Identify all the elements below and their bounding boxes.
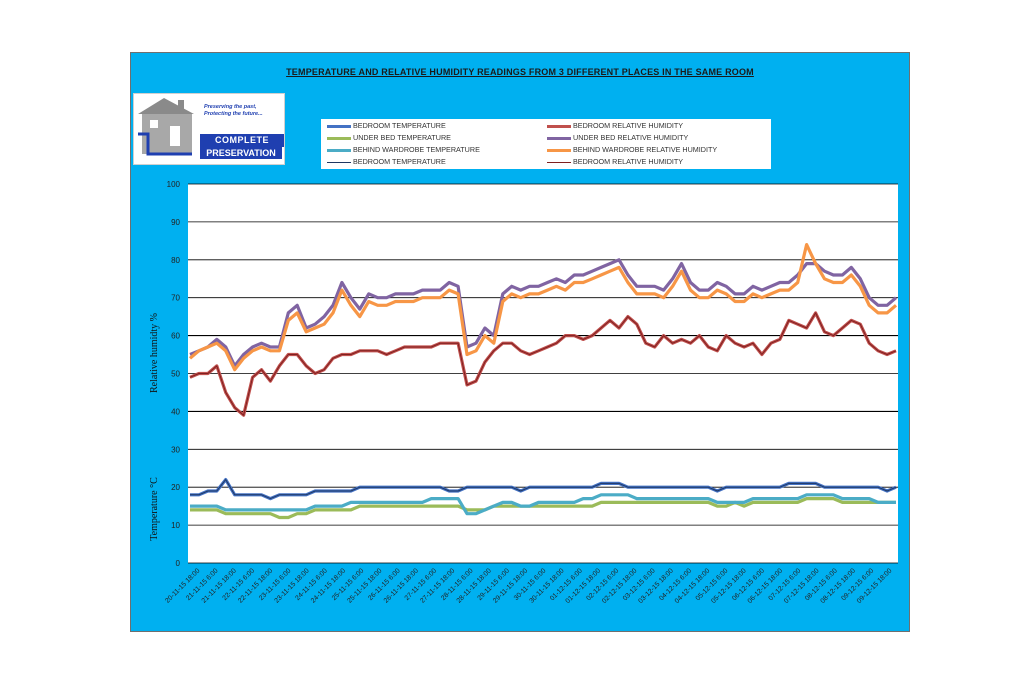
y-tick-label: 100: [167, 180, 181, 189]
legend-swatch: [547, 124, 571, 128]
legend-swatch: [327, 124, 351, 128]
y-tick-label: 70: [171, 294, 180, 303]
legend-label: BEDROOM TEMPERATURE: [353, 121, 446, 130]
y-tick-label: 50: [171, 370, 180, 379]
legend-label: UNDER BED RELATIVE HUMIDITY: [573, 133, 689, 142]
y-tick-label: 90: [171, 218, 180, 227]
legend-swatch: [327, 148, 351, 152]
x-tick-label: 09-12-15 18:00: [856, 567, 894, 605]
series-line-6: [190, 479, 897, 500]
legend-item: BEDROOM TEMPERATURE: [327, 120, 446, 131]
house-logo-icon: [138, 98, 194, 156]
legend-item: BEDROOM TEMPERATURE: [327, 156, 446, 167]
logo-brand-preservation: PRESERVATION: [200, 147, 282, 159]
chart-plot: 0 10 20 30 40 50 60 70 80 90 100 Relative humidty %…: [149, 180, 898, 605]
y-tick-label: 40: [171, 407, 180, 416]
y-tick-label: 0: [176, 559, 181, 568]
series-line-7: [189, 312, 897, 416]
legend-label: UNDER BED TEMPERATURE: [353, 133, 451, 142]
legend-item: BEDROOM RELATIVE HUMIDITY: [547, 156, 683, 167]
legend-item: BEHIND WARDROBE RELATIVE HUMIDITY: [547, 144, 717, 155]
y-axis-label-temperature: Temperature °C: [149, 477, 160, 541]
y-tick-label: 30: [171, 445, 180, 454]
series-line-4: [190, 493, 896, 516]
y-tick-label: 10: [171, 521, 180, 530]
legend-swatch: [547, 148, 571, 152]
legend-item: BEDROOM RELATIVE HUMIDITY: [547, 120, 683, 131]
chart-frame: TEMPERATURE AND RELATIVE HUMIDITY READIN…: [130, 52, 910, 632]
legend-item: UNDER BED RELATIVE HUMIDITY: [547, 132, 688, 143]
y-tick-label: 20: [171, 483, 180, 492]
legend-swatch: [327, 161, 351, 163]
series-line-2: [190, 497, 896, 520]
y-tick-label: 80: [171, 256, 180, 265]
logo-brand-complete: COMPLETE: [200, 134, 284, 147]
legend-label: BEDROOM RELATIVE HUMIDITY: [573, 121, 684, 130]
legend-label: BEDROOM RELATIVE HUMIDITY: [573, 157, 684, 166]
legend-swatch: [327, 136, 351, 140]
legend-item: UNDER BED TEMPERATURE: [327, 132, 451, 143]
legend-swatch: [547, 161, 571, 163]
y-axis-label-humidity: Relative humidty %: [149, 313, 160, 393]
legend-swatch: [547, 136, 571, 140]
chart-title: TEMPERATURE AND RELATIVE HUMIDITY READIN…: [286, 67, 754, 77]
legend-label: BEHIND WARDROBE RELATIVE HUMIDITY: [573, 145, 718, 154]
legend-label: BEHIND WARDROBE TEMPERATURE: [353, 145, 480, 154]
series-line-5: [188, 243, 898, 372]
series-line-3: [189, 258, 898, 368]
logo-tagline: Preserving the past, Protecting the futu…: [204, 104, 263, 117]
company-logo: Preserving the past, Protecting the futu…: [133, 93, 285, 165]
legend-item: BEHIND WARDROBE TEMPERATURE: [327, 144, 480, 155]
y-tick-label: 60: [171, 332, 180, 341]
chart-legend: BEDROOM TEMPERATURE BEDROOM RELATIVE HUMI…: [321, 119, 771, 169]
legend-label: BEDROOM TEMPERATURE: [353, 157, 446, 166]
